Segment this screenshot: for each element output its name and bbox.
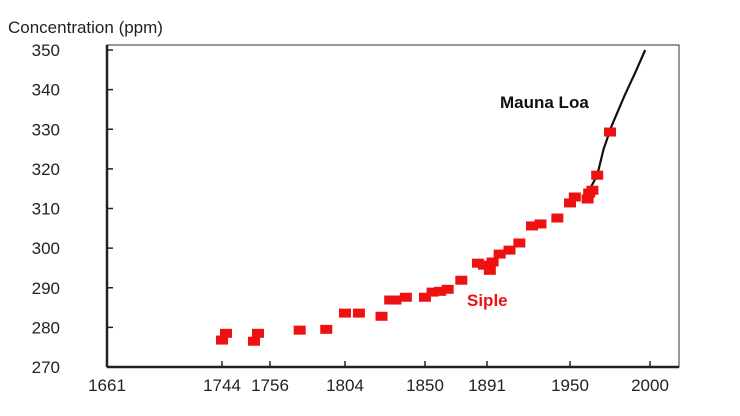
siple-data-point	[568, 192, 581, 202]
y-tick-label: 330	[32, 120, 60, 139]
siple-data-point	[483, 265, 496, 275]
chart-title: Concentration (ppm)	[8, 18, 163, 37]
x-tick-label: 1756	[251, 376, 289, 395]
y-tick-label: 350	[32, 41, 60, 60]
siple-data-point	[419, 292, 431, 302]
x-tick-label: 1661	[88, 376, 126, 395]
series-label-mauna-loa: Mauna Loa	[500, 93, 589, 112]
siple-data-point	[526, 221, 539, 231]
siple-data-point	[216, 335, 228, 345]
siple-data-point	[339, 308, 351, 318]
y-tick-label: 320	[32, 160, 60, 179]
siple-data-point	[471, 258, 484, 268]
y-tick-label: 290	[32, 279, 60, 298]
siple-data-point	[455, 275, 468, 285]
siple-data-point	[352, 308, 365, 318]
siple-data-point	[320, 324, 333, 334]
x-tick-label: 1950	[551, 376, 589, 395]
siple-data-point	[434, 286, 447, 296]
y-tick-label: 310	[32, 200, 60, 219]
siple-data-point	[375, 311, 388, 321]
siple-data-point	[586, 185, 599, 195]
y-tick-label: 300	[32, 239, 60, 258]
siple-data-point	[441, 284, 454, 294]
siple-data-point	[252, 328, 264, 338]
siple-data-point	[486, 257, 499, 267]
series-label-siple: Siple	[467, 291, 508, 310]
siple-data-point	[426, 287, 439, 297]
x-tick-label: 1804	[326, 376, 364, 395]
siple-data-point	[581, 194, 594, 204]
siple-data-point	[220, 328, 232, 338]
y-tick-label: 340	[32, 81, 60, 100]
plot-frame	[106, 44, 680, 368]
siple-data-point	[493, 249, 506, 259]
siple-data-point	[248, 336, 260, 346]
x-tick-label: 2000	[631, 376, 669, 395]
siple-data-point	[503, 245, 516, 255]
x-tick-label: 1891	[468, 376, 506, 395]
siple-data-point	[477, 260, 490, 270]
siple-data-point	[591, 170, 604, 180]
mauna-loa-line	[588, 49, 647, 191]
siple-data-point	[389, 295, 402, 305]
siple-data-point	[551, 213, 564, 223]
siple-data-point	[534, 219, 547, 229]
siple-data-point	[564, 198, 576, 208]
siple-data-point	[513, 238, 526, 248]
y-tick-label: 270	[32, 358, 60, 377]
y-tick-label: 280	[32, 318, 60, 337]
siple-data-point	[293, 325, 306, 335]
x-tick-label: 1850	[406, 376, 444, 395]
x-tick-label: 1744	[203, 376, 241, 395]
siple-data-point	[604, 127, 616, 137]
siple-data-point	[399, 292, 412, 302]
